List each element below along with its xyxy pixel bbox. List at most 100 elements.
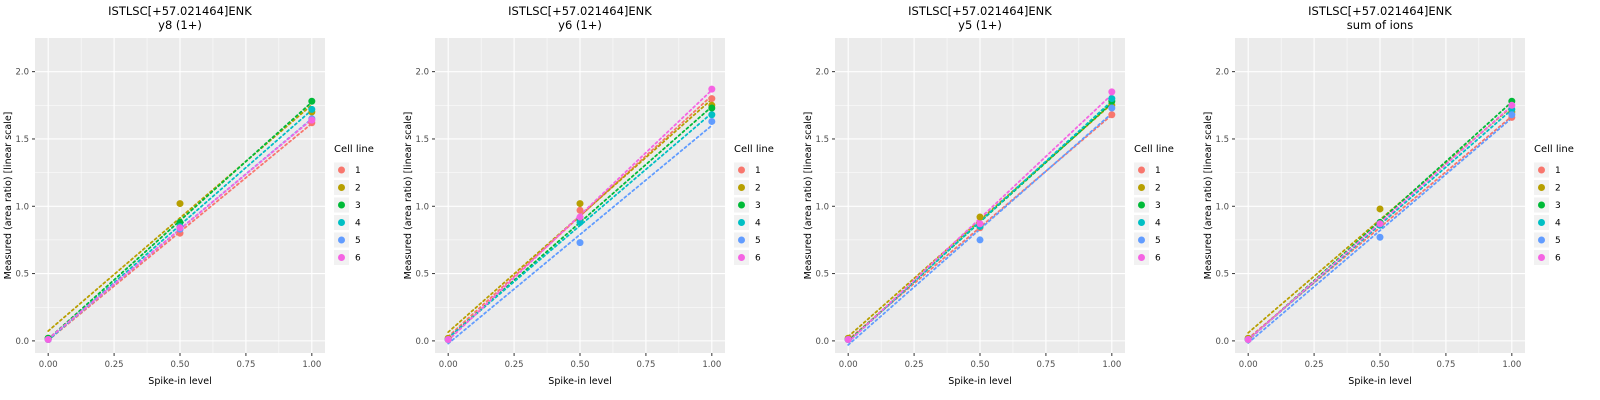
legend-key-dot	[1538, 184, 1545, 191]
legend-item[interactable]: 4	[734, 215, 761, 230]
data-point	[1108, 95, 1116, 103]
legend-key-dot	[338, 254, 345, 261]
x-tick-label: 0.25	[505, 360, 524, 370]
data-point	[708, 111, 716, 119]
legend-item[interactable]: 3	[1534, 197, 1561, 213]
y-tick-label: 2.0	[1215, 68, 1229, 78]
y-axis-label: Measured (area ratio) [linear scale]	[403, 112, 414, 280]
legend-item-label: 1	[1155, 166, 1161, 176]
legend-item-label: 2	[355, 184, 361, 194]
trend-line	[447, 98, 713, 334]
data-point	[44, 336, 52, 344]
x-tick-label: 0.50	[1371, 360, 1390, 370]
legend-item[interactable]: 2	[1134, 180, 1161, 195]
y-tick-label: 1.0	[415, 202, 429, 212]
legend-item-label: 6	[1555, 254, 1561, 264]
legend-key-dot	[338, 184, 345, 191]
legend-item[interactable]: 4	[334, 215, 361, 230]
legend-key-dot	[1138, 236, 1145, 244]
legend-item-label: 3	[1555, 201, 1561, 211]
legend-item-label: 2	[1155, 184, 1161, 194]
legend-item[interactable]: 6	[1534, 250, 1561, 265]
legend-item-label: 1	[355, 166, 361, 176]
legend-title: Cell line	[334, 144, 374, 155]
y-tick-label: 0.5	[415, 270, 429, 280]
legend-item[interactable]: 5	[1134, 232, 1161, 248]
legend-item-label: 5	[755, 236, 761, 246]
chart-subtitle: sum of ions	[1347, 18, 1413, 32]
data-point	[308, 116, 316, 124]
data-point	[308, 97, 316, 105]
y-axis-label: Measured (area ratio) [linear scale]	[1203, 112, 1214, 280]
legend-key-dot	[1138, 219, 1145, 226]
legend-item-label: 2	[755, 184, 761, 194]
y-tick-label: 1.0	[1215, 202, 1229, 212]
legend-item[interactable]: 2	[334, 180, 361, 195]
x-tick-label: 0.50	[571, 360, 590, 370]
legend-key-dot	[338, 236, 345, 244]
y-tick-label: 0.5	[1215, 270, 1229, 280]
y-tick-label: 0.0	[1215, 337, 1229, 347]
legend-key-dot	[738, 184, 745, 191]
legend-item-label: 6	[755, 254, 761, 264]
data-point	[1108, 104, 1116, 112]
data-point	[1244, 336, 1252, 344]
data-point	[708, 85, 716, 93]
trend-line	[847, 112, 1113, 346]
legend-item[interactable]: 2	[1534, 180, 1561, 195]
legend-item[interactable]: 1	[1134, 162, 1161, 178]
x-tick-label: 0.50	[971, 360, 990, 370]
legend-item-label: 3	[355, 201, 361, 211]
x-axis-label: Spike-in level	[1348, 376, 1411, 387]
y-tick-label: 1.0	[15, 202, 29, 212]
legend-item[interactable]: 2	[734, 180, 761, 195]
legend-item[interactable]: 6	[1134, 250, 1161, 265]
x-tick-label: 1.00	[302, 360, 321, 370]
legend-key-dot	[738, 201, 745, 209]
legend-item-label: 6	[355, 254, 361, 264]
legend-item[interactable]: 1	[334, 162, 361, 178]
y-axis-label: Measured (area ratio) [linear scale]	[803, 112, 814, 280]
legend-item-label: 4	[1155, 219, 1161, 229]
x-tick-label: 0.00	[439, 360, 458, 370]
y-tick-label: 2.0	[15, 68, 29, 78]
legend-item[interactable]: 3	[334, 197, 361, 213]
legend-item[interactable]: 3	[1134, 197, 1161, 213]
x-tick-label: 0.00	[39, 360, 58, 370]
data-point	[1508, 111, 1516, 119]
legend-key-dot	[1138, 166, 1145, 174]
data-point	[708, 95, 716, 103]
legend-key-dot	[738, 166, 745, 174]
data-point	[576, 239, 584, 247]
legend-item[interactable]: 5	[734, 232, 761, 248]
x-tick-label: 0.75	[236, 360, 255, 370]
data-point	[576, 218, 584, 226]
x-tick-label: 0.50	[171, 360, 190, 370]
legend-key-dot	[1538, 166, 1545, 174]
legend-item[interactable]: 6	[734, 250, 761, 265]
data-point	[708, 104, 716, 112]
data-point	[576, 213, 584, 221]
data-point	[976, 236, 984, 244]
legend-item-label: 3	[755, 201, 761, 211]
x-tick-label: 0.00	[839, 360, 858, 370]
legend-item[interactable]: 5	[1534, 232, 1561, 248]
x-tick-label: 0.75	[1036, 360, 1055, 370]
data-point	[1376, 205, 1384, 213]
legend-item[interactable]: 6	[334, 250, 361, 265]
legend-item-label: 5	[355, 236, 361, 246]
data-point	[1108, 88, 1116, 96]
legend-item[interactable]: 1	[1534, 162, 1561, 178]
legend-key-dot	[1538, 201, 1545, 209]
legend-item[interactable]: 3	[734, 197, 761, 213]
legend-item[interactable]: 4	[1134, 215, 1161, 230]
legend-item[interactable]: 4	[1534, 215, 1561, 230]
legend-key-dot	[1538, 219, 1545, 226]
legend-item[interactable]: 5	[334, 232, 361, 248]
legend-item[interactable]: 1	[734, 162, 761, 178]
